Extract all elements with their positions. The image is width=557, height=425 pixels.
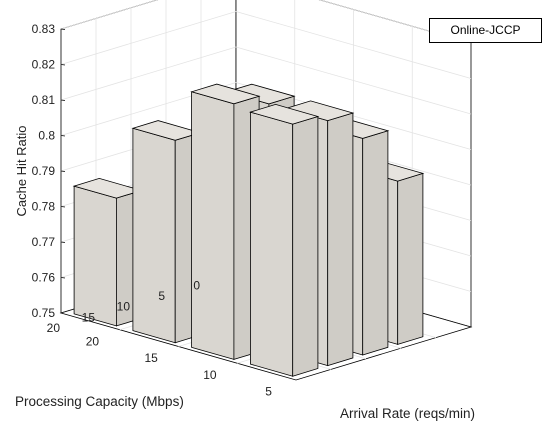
bar	[72, 177, 144, 327]
x-tick-label: 20	[86, 334, 100, 348]
bar-top-face	[190, 83, 261, 105]
x-tick-label: 5	[265, 385, 272, 399]
z-tick-label: 0.83	[32, 22, 56, 36]
z-tick-label: 0.79	[32, 164, 56, 178]
z-tick-label: 0.8	[38, 129, 55, 143]
z-tick	[60, 277, 66, 279]
z-tick-label: 0.76	[32, 271, 56, 285]
legend-label: Online-JCCP	[450, 23, 521, 37]
z-tick-label: 0.81	[32, 93, 56, 107]
y-tick-label: 0	[193, 278, 200, 292]
z-tick	[60, 99, 66, 101]
z-tick	[60, 170, 66, 172]
y-tick-label: 15	[82, 310, 96, 324]
z-tick	[60, 28, 66, 30]
bar-front-face	[191, 91, 235, 360]
bar	[131, 120, 202, 344]
z-grid-line	[60, 11, 472, 79]
z-tick	[60, 135, 66, 137]
bar-side-face	[362, 130, 389, 356]
bar-side-face	[397, 172, 424, 345]
z-grid-line	[60, 82, 472, 150]
bar	[190, 83, 261, 360]
z-tick-label: 0.82	[32, 58, 56, 72]
bar-front-face	[73, 185, 117, 327]
y-axis-label: Processing Capacity (Mbps)	[15, 394, 184, 409]
z-tick-label: 0.78	[32, 200, 56, 214]
z-tick	[60, 64, 66, 66]
bar-side-face	[292, 115, 319, 377]
z-tick	[60, 241, 66, 243]
z-axis-label: Cache Hit Ratio	[14, 125, 29, 216]
z-tick-label: 0.77	[32, 235, 56, 249]
bar-top-face	[248, 103, 320, 125]
bar-front-face	[132, 127, 176, 344]
x-axis-label: Arrival Rate (reqs/min)	[340, 406, 475, 421]
y-tick-label: 10	[117, 300, 131, 314]
bar-front-face	[249, 111, 294, 377]
y-tick-label: 5	[158, 289, 165, 303]
x-tick-label: 10	[203, 368, 217, 382]
y-tick-label: 20	[47, 321, 61, 335]
z-grid-line	[60, 46, 472, 115]
legend: Online-JCCP	[429, 18, 542, 43]
x-tick-label: 15	[144, 351, 158, 365]
bar-side-face	[327, 112, 354, 367]
z-tick	[60, 206, 66, 208]
z-grid-line	[60, 0, 472, 44]
z-tick-label: 0.75	[32, 306, 56, 320]
bar	[248, 103, 320, 377]
